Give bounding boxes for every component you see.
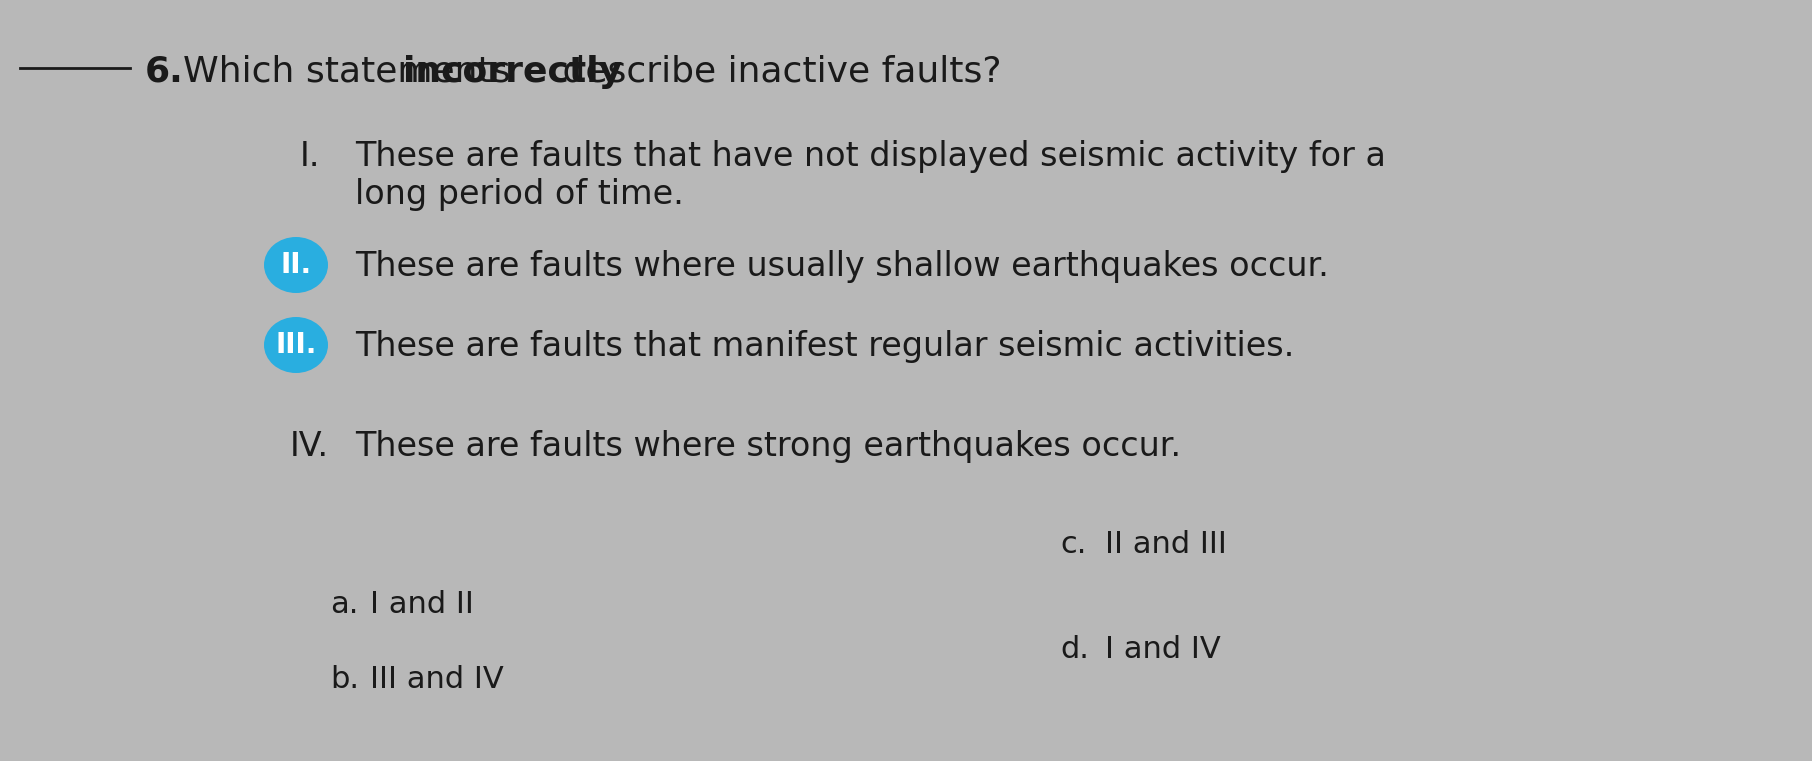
Text: I and II: I and II (370, 590, 475, 619)
Text: IV.: IV. (290, 430, 330, 463)
Text: II.: II. (281, 251, 312, 279)
Text: These are faults that have not displayed seismic activity for a: These are faults that have not displayed… (355, 140, 1386, 173)
Text: I and IV: I and IV (1105, 635, 1221, 664)
Ellipse shape (265, 317, 328, 373)
Text: III.: III. (275, 331, 317, 359)
Text: b.: b. (330, 665, 359, 694)
Text: These are faults that manifest regular seismic activities.: These are faults that manifest regular s… (355, 330, 1294, 363)
Text: I.: I. (301, 140, 321, 173)
Ellipse shape (265, 237, 328, 293)
Text: c.: c. (1060, 530, 1087, 559)
Text: 6.: 6. (145, 55, 183, 89)
Text: a.: a. (330, 590, 359, 619)
Text: incorrectly: incorrectly (402, 55, 622, 89)
Text: long period of time.: long period of time. (355, 178, 683, 211)
Text: Which statements: Which statements (183, 55, 522, 89)
Text: III and IV: III and IV (370, 665, 504, 694)
Text: describe inactive faults?: describe inactive faults? (551, 55, 1002, 89)
Text: These are faults where strong earthquakes occur.: These are faults where strong earthquake… (355, 430, 1181, 463)
Text: These are faults where usually shallow earthquakes occur.: These are faults where usually shallow e… (355, 250, 1328, 283)
Text: d.: d. (1060, 635, 1089, 664)
Text: II and III: II and III (1105, 530, 1227, 559)
